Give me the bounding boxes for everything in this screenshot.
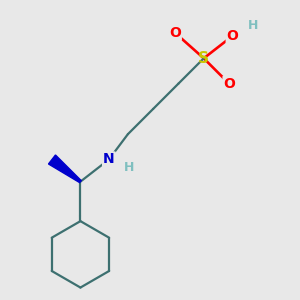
Text: H: H [248, 19, 258, 32]
Text: O: O [226, 29, 238, 43]
Text: O: O [223, 76, 235, 91]
Text: S: S [198, 51, 209, 66]
Text: H: H [124, 161, 135, 174]
Polygon shape [49, 155, 81, 183]
Text: N: N [103, 152, 115, 167]
Text: O: O [169, 26, 181, 40]
